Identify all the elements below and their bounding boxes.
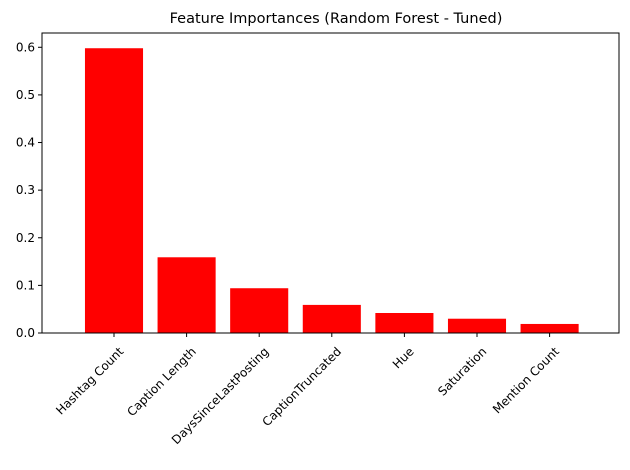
x-tick-label: CaptionTruncated bbox=[259, 344, 344, 429]
plot-frame bbox=[41, 32, 620, 334]
y-tick-label: 0.2 bbox=[16, 231, 35, 245]
bar-0 bbox=[84, 48, 144, 333]
bars-group bbox=[84, 48, 579, 333]
bar-2 bbox=[230, 288, 289, 333]
y-axis: 0.0 0.1 0.2 0.3 0.4 0.5 0.6 bbox=[16, 40, 42, 340]
y-tick-label: 0.3 bbox=[16, 183, 35, 197]
bar-6 bbox=[520, 323, 579, 333]
x-tick-label: Saturation bbox=[435, 344, 489, 398]
bar-5 bbox=[447, 318, 507, 333]
y-tick-label: 0.1 bbox=[16, 278, 35, 292]
y-tick-label: 0.4 bbox=[16, 136, 35, 150]
x-tick-label: Caption Length bbox=[124, 344, 199, 419]
chart-title: Feature Importances (Random Forest - Tun… bbox=[170, 11, 503, 27]
x-tick-label: Hue bbox=[390, 344, 417, 371]
bar-3 bbox=[302, 304, 361, 333]
x-tick-label: Hashtag Count bbox=[53, 344, 126, 417]
y-tick-label: 0.0 bbox=[16, 326, 35, 340]
x-tick-label: Mention Count bbox=[490, 344, 562, 416]
bar-4 bbox=[375, 313, 434, 333]
y-tick-label: 0.5 bbox=[16, 88, 35, 102]
y-tick-label: 0.6 bbox=[16, 40, 35, 54]
bar-1 bbox=[157, 257, 216, 333]
